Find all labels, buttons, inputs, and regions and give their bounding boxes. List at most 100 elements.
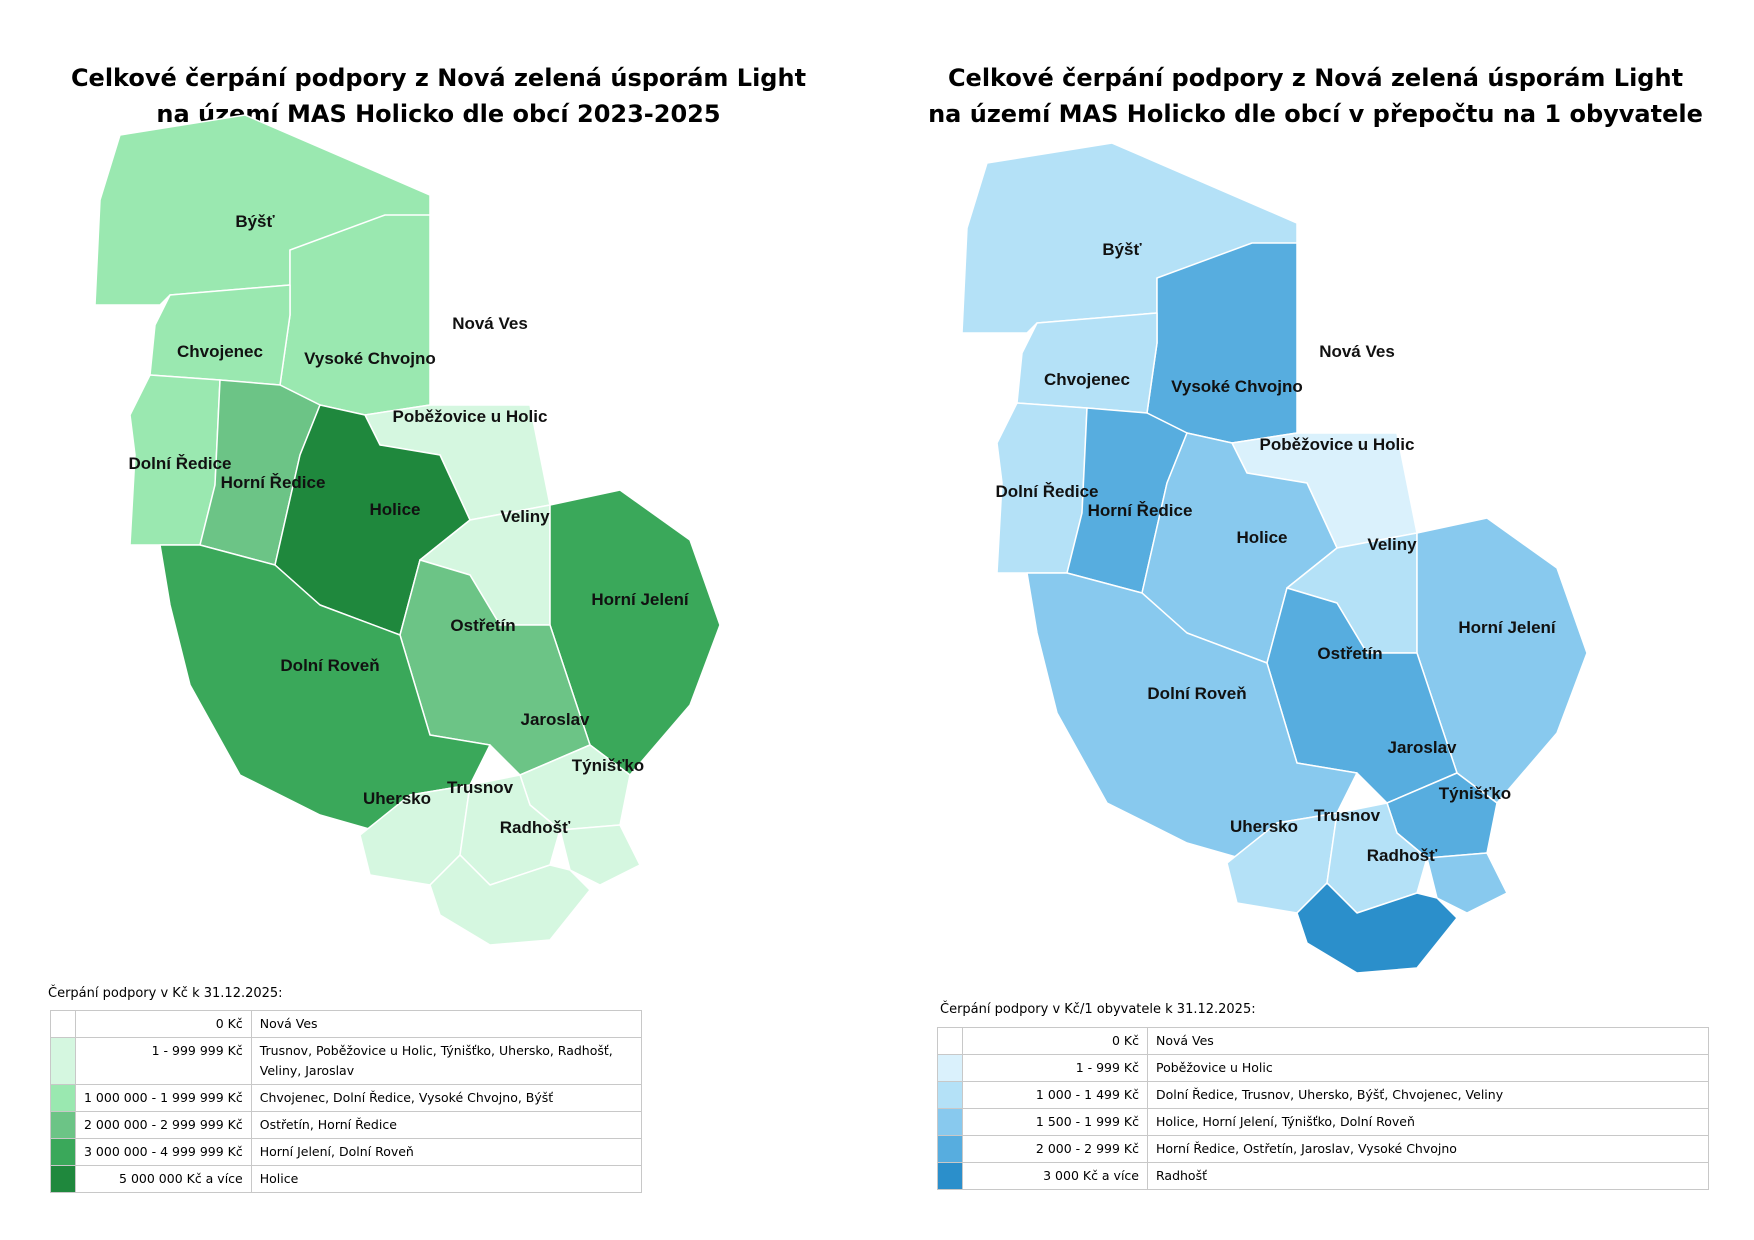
left-legend-swatch xyxy=(50,1165,76,1193)
left-legend-range: 5 000 000 Kč a více xyxy=(75,1165,252,1193)
left-legend-swatch xyxy=(50,1010,76,1038)
right-label-radhost: Radhošť xyxy=(1367,846,1438,865)
left-label-uhersko: Uhersko xyxy=(363,789,431,808)
right-label-veliny: Veliny xyxy=(1367,535,1417,554)
left-legend-row: 2 000 000 - 2 999 999 Kč Ostřetín, Horní … xyxy=(50,1111,643,1139)
right-legend-caption: Čerpání podpory v Kč/1 obyvatele k 31.12… xyxy=(940,1002,1256,1017)
right-label-dolni-redice: Dolní Ředice xyxy=(996,482,1099,501)
left-legend-municipalities: Ostřetín, Horní Ředice xyxy=(250,1111,643,1139)
right-region-nova-ves xyxy=(1276,312,1433,434)
right-title-line-2: na území MAS Holicko dle obcí v přepočtu… xyxy=(928,100,1703,128)
right-label-bysts: Býšť xyxy=(1102,240,1142,259)
right-label-holice: Holice xyxy=(1236,528,1287,547)
right-label-horni-jeleni: Horní Jelení xyxy=(1458,618,1557,637)
right-legend-row: 1 - 999 Kč Poběžovice u Holic xyxy=(937,1054,1709,1082)
left-legend-table: 0 Kč Nová Ves 1 - 999 999 Kč Trusnov, Poběž… xyxy=(50,1010,643,1193)
left-region-radhost xyxy=(429,854,591,946)
left-label-radhost: Radhošť xyxy=(500,818,571,837)
right-legend-municipalities: Horní Ředice, Ostřetín, Jaroslav, Vysoké… xyxy=(1147,1135,1709,1163)
left-legend-row: 1 000 000 - 1 999 999 Kč Chvojenec, Dolní… xyxy=(50,1084,643,1112)
left-legend-row: 5 000 000 Kč a více Holice xyxy=(50,1165,643,1193)
left-choropleth-map: Nová Ves Býšť Vysoké Chvojno Chvojenec Poběž… xyxy=(94,114,721,946)
right-label-horni-redice: Horní Ředice xyxy=(1088,501,1193,520)
left-region-chvojenec xyxy=(149,284,291,386)
right-region-vysoke-chvojno xyxy=(1146,242,1298,444)
left-legend-range: 0 Kč xyxy=(75,1010,252,1038)
right-legend-range: 1 - 999 Kč xyxy=(962,1054,1148,1082)
left-municipalities: Nová Ves Býšť Vysoké Chvojno Chvojenec Poběž… xyxy=(94,114,721,946)
right-legend-swatch xyxy=(937,1108,963,1136)
left-legend-municipalities: Nová Ves xyxy=(250,1010,643,1038)
left-legend-municipalities: Horní Jelení, Dolní Roveň xyxy=(250,1138,643,1166)
left-region-tynistko xyxy=(559,824,641,886)
right-legend-swatch xyxy=(937,1081,963,1109)
left-label-bysts: Býšť xyxy=(235,212,275,231)
left-legend-municipalities: Holice xyxy=(250,1165,643,1193)
right-label-tynistko: Týnišťko xyxy=(1439,784,1511,803)
right-legend-municipalities: Radhošť xyxy=(1147,1162,1709,1190)
right-legend-range: 2 000 - 2 999 Kč xyxy=(962,1135,1148,1163)
right-legend-municipalities: Holice, Horní Jelení, Týnišťko, Dolní Ro… xyxy=(1147,1108,1709,1136)
left-legend-swatch xyxy=(50,1111,76,1139)
left-legend-swatch xyxy=(50,1084,76,1112)
left-label-horni-redice: Horní Ředice xyxy=(221,473,326,492)
left-legend-municipalities: Trusnov, Poběžovice u Holic, Týnišťko, U… xyxy=(250,1037,643,1085)
right-label-uhersko: Uhersko xyxy=(1230,817,1298,836)
right-legend-swatch xyxy=(937,1027,963,1055)
left-legend-row: 3 000 000 - 4 999 999 Kč Horní Jelení, Do… xyxy=(50,1138,643,1166)
left-title-line-1: Celkové čerpání podpory z Nová zelená ús… xyxy=(70,64,807,92)
left-map-title: Celkové čerpání podpory z Nová zelená ús… xyxy=(0,60,877,132)
left-label-nova-ves: Nová Ves xyxy=(452,314,528,333)
left-legend-range: 1 - 999 999 Kč xyxy=(75,1037,252,1085)
right-legend-swatch xyxy=(937,1135,963,1163)
right-legend-swatch xyxy=(937,1054,963,1082)
left-legend-caption: Čerpání podpory v Kč k 31.12.2025: xyxy=(48,986,283,1001)
right-label-ostretin: Ostřetín xyxy=(1317,644,1382,663)
right-label-jaroslav: Jaroslav xyxy=(1388,738,1458,757)
left-label-dolni-roven: Dolní Roveň xyxy=(280,656,379,675)
right-region-tynistko xyxy=(1426,852,1508,914)
left-legend-range: 3 000 000 - 4 999 999 Kč xyxy=(75,1138,252,1166)
right-legend-range: 0 Kč xyxy=(962,1027,1148,1055)
right-label-pobezovice: Poběžovice u Holic xyxy=(1260,435,1415,454)
right-legend-row: 1 500 - 1 999 Kč Holice, Horní Jelení, Tý… xyxy=(937,1108,1709,1136)
right-label-dolni-roven: Dolní Roveň xyxy=(1147,684,1246,703)
right-legend-table: 0 Kč Nová Ves 1 - 999 Kč Poběžovice u Holic… xyxy=(937,1027,1709,1190)
right-label-vysoke-chvojno: Vysoké Chvojno xyxy=(1171,377,1303,396)
left-label-trusnov: Trusnov xyxy=(447,778,514,797)
right-legend-municipalities: Nová Ves xyxy=(1147,1027,1709,1055)
right-label-trusnov: Trusnov xyxy=(1314,806,1381,825)
left-legend-swatch xyxy=(50,1037,76,1085)
left-legend-range: 1 000 000 - 1 999 999 Kč xyxy=(75,1084,252,1112)
right-title-line-1: Celkové čerpání podpory z Nová zelená ús… xyxy=(947,64,1684,92)
left-legend-swatch xyxy=(50,1138,76,1166)
left-legend-range: 2 000 000 - 2 999 999 Kč xyxy=(75,1111,252,1139)
left-region-nova-ves xyxy=(409,284,566,406)
right-legend-row: 1 000 - 1 499 Kč Dolní Ředice, Trusnov, U… xyxy=(937,1081,1709,1109)
right-legend-row: 0 Kč Nová Ves xyxy=(937,1027,1709,1055)
left-label-horni-jeleni: Horní Jelení xyxy=(591,590,690,609)
left-region-vysoke-chvojno xyxy=(279,214,431,416)
left-label-tynistko: Týnišťko xyxy=(572,756,644,775)
right-map-title: Celkové čerpání podpory z Nová zelená ús… xyxy=(877,60,1754,132)
right-legend-range: 1 000 - 1 499 Kč xyxy=(962,1081,1148,1109)
left-legend-row: 0 Kč Nová Ves xyxy=(50,1010,643,1038)
right-region-radhost xyxy=(1296,882,1458,974)
right-choropleth-map: Nová Ves Býšť Vysoké Chvojno Chvojenec Poběž… xyxy=(961,142,1588,974)
left-legend-municipalities: Chvojenec, Dolní Ředice, Vysoké Chvojno,… xyxy=(250,1084,643,1112)
left-label-vysoke-chvojno: Vysoké Chvojno xyxy=(304,349,436,368)
left-label-holice: Holice xyxy=(369,500,420,519)
left-label-dolni-redice: Dolní Ředice xyxy=(129,454,232,473)
right-legend-row: 3 000 Kč a více Radhošť xyxy=(937,1162,1709,1190)
right-map-panel: Celkové čerpání podpory z Nová zelená ús… xyxy=(877,0,1754,1240)
right-legend-municipalities: Poběžovice u Holic xyxy=(1147,1054,1709,1082)
right-label-chvojenec: Chvojenec xyxy=(1044,370,1130,389)
right-region-chvojenec xyxy=(1016,312,1158,414)
left-map-panel: Celkové čerpání podpory z Nová zelená ús… xyxy=(0,60,877,1193)
right-legend-range: 1 500 - 1 999 Kč xyxy=(962,1108,1148,1136)
left-label-pobezovice: Poběžovice u Holic xyxy=(393,407,548,426)
left-label-chvojenec: Chvojenec xyxy=(177,342,263,361)
left-label-ostretin: Ostřetín xyxy=(450,616,515,635)
right-legend-range: 3 000 Kč a více xyxy=(962,1162,1148,1190)
right-legend-row: 2 000 - 2 999 Kč Horní Ředice, Ostřetín, … xyxy=(937,1135,1709,1163)
